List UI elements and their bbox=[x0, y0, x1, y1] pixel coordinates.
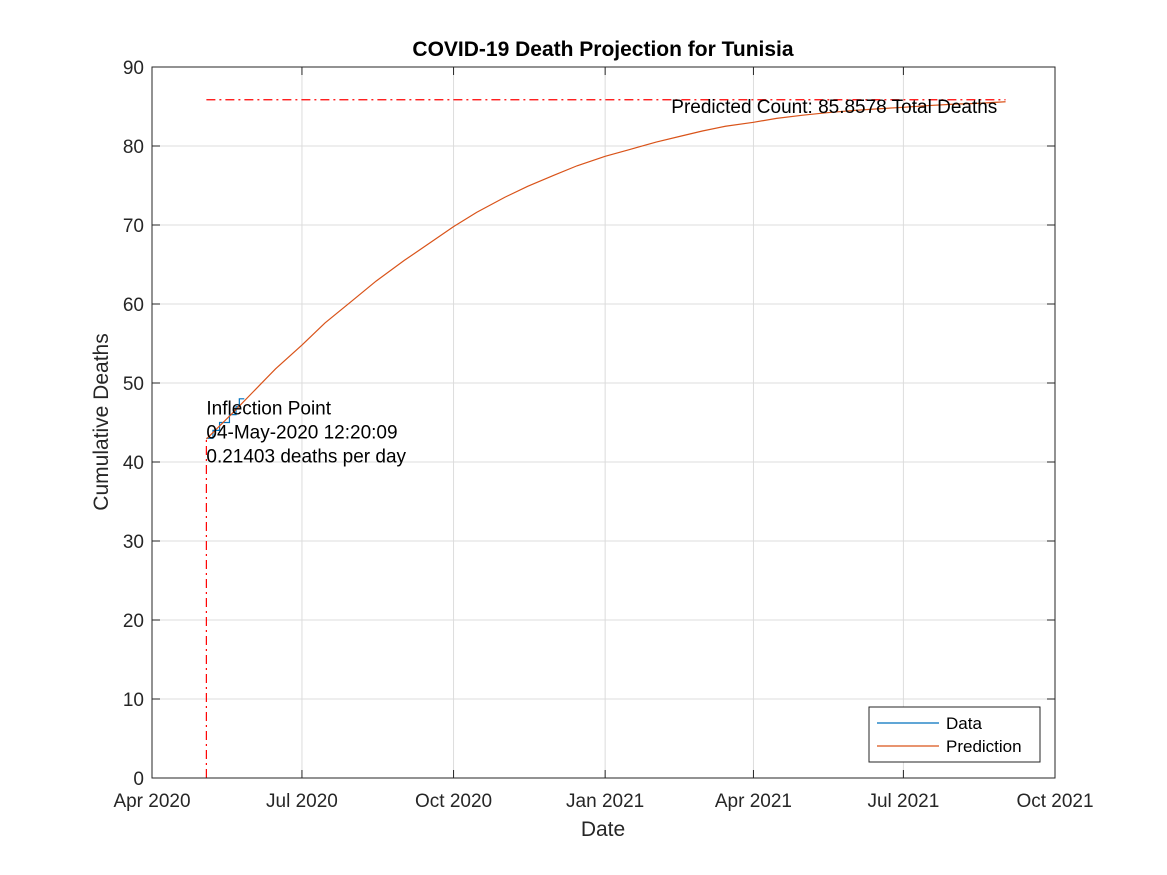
series-prediction bbox=[205, 101, 1006, 440]
x-tick-label: Jul 2021 bbox=[867, 791, 939, 812]
x-tick-label: Jan 2021 bbox=[566, 791, 644, 812]
legend-label-prediction: Prediction bbox=[946, 737, 1022, 756]
y-axis-label: Cumulative Deaths bbox=[90, 333, 113, 510]
reference-lines bbox=[205, 99, 1006, 778]
x-axis-label: Date bbox=[581, 818, 625, 841]
x-tick-label: Oct 2021 bbox=[1016, 791, 1093, 812]
y-tick-label: 20 bbox=[123, 611, 144, 632]
series-layer bbox=[205, 101, 1006, 440]
x-tick-label: Apr 2021 bbox=[715, 791, 792, 812]
inflection-annotation: Inflection Point bbox=[206, 399, 331, 420]
legend-box bbox=[868, 706, 1041, 763]
y-tick-label: 10 bbox=[123, 690, 144, 711]
annotations: Inflection Point 04-May-2020 12:20:09 0.21… bbox=[206, 97, 997, 468]
y-tick-label: 90 bbox=[123, 58, 144, 79]
inflection-annotation: 0.21403 deaths per day bbox=[206, 447, 406, 468]
y-tick-label: 0 bbox=[133, 769, 144, 790]
y-tick-label: 70 bbox=[123, 216, 144, 237]
x-tick-label: Oct 2020 bbox=[415, 791, 492, 812]
x-tick-label: Jul 2020 bbox=[266, 791, 338, 812]
chart-title: COVID-19 Death Projection for Tunisia bbox=[412, 38, 793, 61]
y-tick-label: 80 bbox=[123, 137, 144, 158]
inflection-annotation: 04-May-2020 12:20:09 bbox=[206, 423, 397, 444]
grid bbox=[152, 67, 1055, 778]
y-tick-label: 40 bbox=[123, 453, 144, 474]
axes-box bbox=[151, 66, 1056, 779]
legend-label-data: Data bbox=[946, 714, 982, 733]
y-tick-label: 60 bbox=[123, 295, 144, 316]
y-tick-label: 50 bbox=[123, 374, 144, 395]
plot-area: Apr 2020 Jul 2020 Oct 2020 Jan 2021 Apr 2021… bbox=[113, 58, 1093, 812]
predicted-count-annotation: Predicted Count: 85.8578 Total Deaths bbox=[671, 97, 997, 118]
ticks: Apr 2020 Jul 2020 Oct 2020 Jan 2021 Apr 2021… bbox=[113, 58, 1093, 812]
y-tick-label: 30 bbox=[123, 532, 144, 553]
axes-background bbox=[152, 67, 1055, 778]
legend: Data Prediction bbox=[868, 706, 1041, 763]
x-tick-label: Apr 2020 bbox=[113, 791, 190, 812]
